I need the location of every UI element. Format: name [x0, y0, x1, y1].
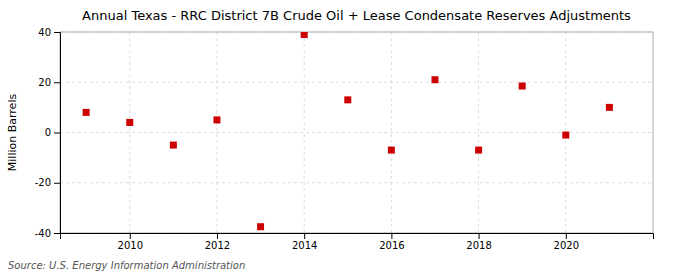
point — [388, 147, 395, 154]
x-axis: 2010 2012 2014 2016 2018 2020 — [61, 233, 654, 251]
y-tick-label: 20 — [38, 77, 51, 88]
y-tick: 0 — [45, 127, 60, 138]
y-tick-mark — [54, 133, 60, 134]
title: Annual Texas - RRC District 7B Crude Oil… — [82, 8, 631, 23]
y-axis-label: Million Barrels — [6, 94, 19, 172]
x-tick: 2010 — [118, 233, 143, 251]
y-axis: -40 -20 0 20 40 — [35, 27, 61, 239]
x-tick-label: 2018 — [466, 240, 491, 251]
y-tick: 40 — [38, 27, 60, 38]
point — [519, 83, 526, 90]
y-grid-line — [60, 182, 653, 183]
x-tick-mark — [566, 233, 567, 239]
x-grid-line — [304, 32, 305, 233]
x-tick: 2014 — [292, 233, 317, 251]
point — [213, 116, 220, 123]
y-axis-line — [54, 33, 61, 234]
x-tick-label: 2014 — [292, 240, 317, 251]
x-tick-label: 2012 — [205, 240, 230, 251]
plot-frame — [60, 32, 653, 233]
points — [83, 32, 613, 230]
y-tick-label: 40 — [38, 27, 51, 38]
y-tick: -20 — [35, 177, 60, 188]
y-tick-label: -20 — [35, 177, 51, 188]
x-grid-line — [391, 32, 392, 233]
point — [562, 132, 569, 139]
x-tick-mark — [479, 233, 480, 239]
y-tick-mark — [54, 32, 60, 33]
point — [126, 119, 133, 126]
x-tick-label: 2016 — [379, 240, 404, 251]
x-tick-mark — [304, 233, 305, 239]
point — [301, 32, 308, 38]
x-tick: 2012 — [205, 233, 230, 251]
y-tick: -40 — [35, 228, 60, 239]
x-axis-line — [61, 234, 654, 240]
x-grid-line — [216, 32, 217, 233]
y-tick-mark — [54, 233, 60, 234]
x-tick-mark — [391, 233, 392, 239]
y-grid-line — [60, 82, 653, 83]
x-tick-label: 2020 — [554, 240, 579, 251]
point — [606, 104, 613, 111]
y-tick-label: -40 — [35, 228, 51, 239]
point — [431, 76, 438, 83]
y-tick: 20 — [38, 77, 60, 88]
x-tick-mark — [130, 233, 131, 239]
point — [257, 223, 264, 230]
point — [344, 96, 351, 103]
point — [170, 142, 177, 149]
plot-area: 2010 2012 2014 2016 2018 2020 -40 -20 0 20 40 — [35, 27, 654, 251]
y-tick-label: 0 — [45, 127, 51, 138]
x-tick: 2016 — [379, 233, 404, 251]
x-grid-line — [129, 32, 130, 233]
point — [475, 147, 482, 154]
x-tick-label: 2010 — [118, 240, 143, 251]
point — [83, 109, 90, 116]
x-tick-mark — [217, 233, 218, 239]
chart: 2010 2012 2014 2016 2018 2020 -40 -20 0 20 40 Annua… — [0, 0, 675, 275]
y-tick-mark — [54, 183, 60, 184]
y-tick-mark — [54, 82, 60, 83]
x-tick: 2020 — [554, 233, 579, 251]
grid — [60, 32, 653, 233]
x-tick: 2018 — [466, 233, 491, 251]
source-note: Source: U.S. Energy Information Administ… — [8, 260, 245, 271]
x-grid-line — [478, 32, 479, 233]
